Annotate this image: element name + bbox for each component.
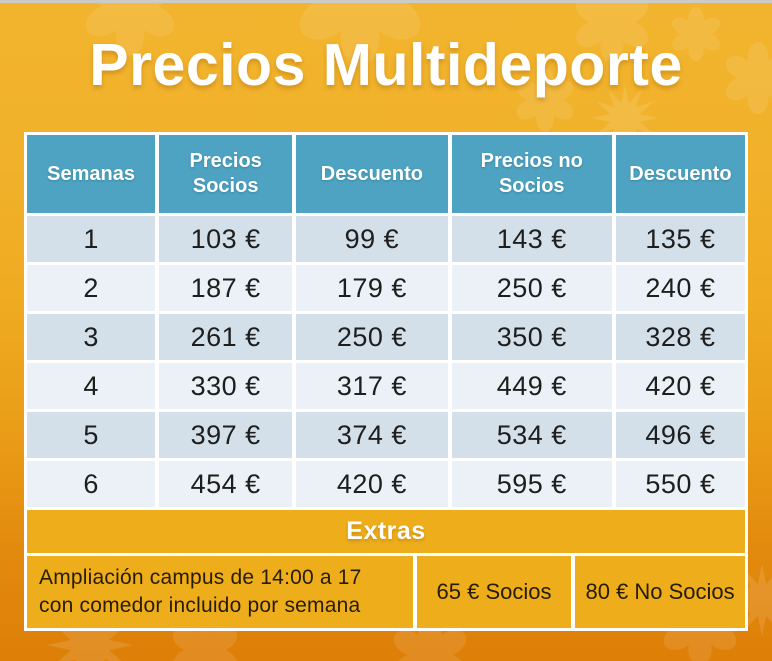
table-cell: 143 € [451,216,612,262]
table-cell: 5 [27,412,156,458]
table-cell: 1 [27,216,156,262]
top-border-strip [0,0,772,3]
table-cell: 179 € [296,265,448,311]
table-cell: 4 [27,363,156,409]
table-cell: 317 € [296,363,448,409]
table-cell: 6 [27,461,156,507]
title-block: Precios Multideporte [24,3,748,126]
extras-header: Extras [27,510,745,553]
column-header-semanas: Semanas [27,135,156,213]
table-cell: 330 € [159,363,293,409]
poster-content: Precios Multideporte Semanas Precios Soc… [24,3,748,631]
table-cell: 135 € [615,216,745,262]
price-table: Semanas Precios Socios Descuento Precios… [24,132,748,631]
table-cell: 496 € [615,412,745,458]
extras-description: Ampliación campus de 14:00 a 17 con come… [27,556,413,628]
column-header-precios-no-socios: Precios no Socios [451,135,612,213]
table-cell: 261 € [159,314,293,360]
extras-description-line1: Ampliación campus de 14:00 a 17 [39,565,362,589]
table-cell: 454 € [159,461,293,507]
table-cell: 99 € [296,216,448,262]
column-header-descuento-socios: Descuento [296,135,448,213]
table-cell: 103 € [159,216,293,262]
table-cell: 397 € [159,412,293,458]
page-title: Precios Multideporte [89,31,683,98]
column-header-precios-socios: Precios Socios [159,135,293,213]
extras-price-socios: 65 € Socios [416,556,572,628]
table-cell: 534 € [451,412,612,458]
table-cell: 420 € [615,363,745,409]
table-cell: 374 € [296,412,448,458]
table-cell: 550 € [615,461,745,507]
price-grid: Semanas Precios Socios Descuento Precios… [27,135,745,507]
extras-description-line2: con comedor incluido por semana [39,594,361,617]
table-cell: 187 € [159,265,293,311]
table-cell: 350 € [451,314,612,360]
table-cell: 250 € [451,265,612,311]
extras-price-no-socios: 80 € No Socios [575,556,745,628]
table-cell: 2 [27,265,156,311]
table-cell: 250 € [296,314,448,360]
extras-row: Ampliación campus de 14:00 a 17 con come… [27,556,745,628]
column-header-descuento-no-socios: Descuento [615,135,745,213]
table-cell: 3 [27,314,156,360]
table-cell: 420 € [296,461,448,507]
table-cell: 240 € [615,265,745,311]
table-cell: 595 € [451,461,612,507]
table-cell: 328 € [615,314,745,360]
table-cell: 449 € [451,363,612,409]
